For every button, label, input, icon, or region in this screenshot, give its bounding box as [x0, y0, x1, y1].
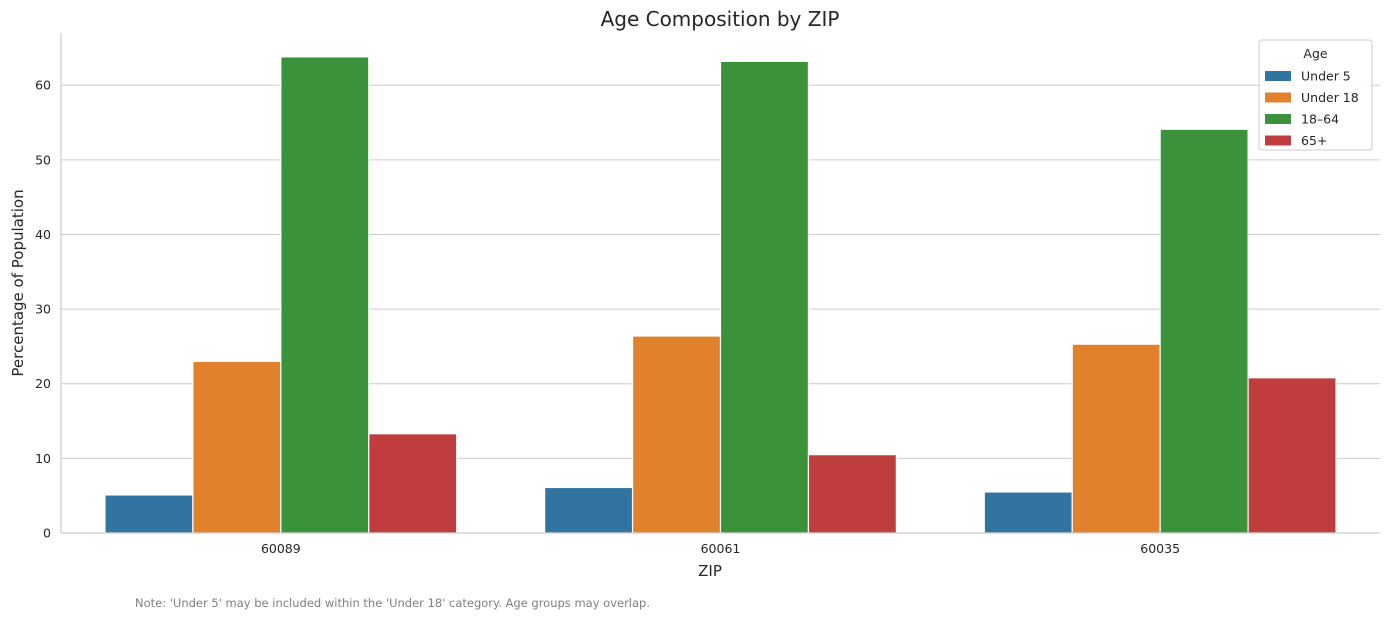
bar-under-5-60089	[104, 494, 194, 534]
bar-under-18-60089	[192, 360, 282, 534]
bar-65--60061	[807, 454, 897, 534]
bar-18-64-60061	[719, 60, 810, 534]
y-tick-label: 50	[35, 152, 51, 167]
legend: Age Under 5 Under 18 18–64 65+	[1258, 39, 1373, 151]
y-axis-title: Percentage of Population	[9, 189, 27, 376]
footnote: Note: 'Under 5' may be included within t…	[135, 596, 650, 610]
legend-label: 65+	[1301, 133, 1327, 148]
y-tick-label: 0	[43, 526, 51, 541]
y-tick-label: 60	[35, 78, 51, 93]
x-tick-label: 60089	[261, 541, 301, 556]
legend-label: Under 5	[1301, 69, 1351, 84]
bars	[104, 56, 1337, 534]
legend-title: Age	[1303, 46, 1327, 61]
y-tick-label: 20	[35, 376, 51, 391]
x-tick-label: 60061	[701, 541, 741, 556]
y-tick-label: 30	[35, 302, 51, 317]
y-tick-label: 40	[35, 227, 51, 242]
x-tick-label: 60035	[1140, 541, 1180, 556]
bar-under-18-60035	[1071, 343, 1161, 534]
bar-18-64-60089	[280, 56, 370, 534]
bar-under-5-60061	[544, 486, 634, 534]
legend-label: 18–64	[1301, 112, 1339, 127]
legend-swatch	[1265, 92, 1291, 103]
y-tick-label: 10	[35, 451, 51, 466]
bar-under-18-60061	[631, 335, 722, 534]
legend-swatch	[1265, 135, 1291, 146]
x-axis-title: ZIP	[698, 562, 722, 580]
legend-label: Under 18	[1301, 90, 1359, 105]
legend-swatch	[1265, 71, 1291, 81]
bar-65--60035	[1247, 377, 1337, 534]
bar-under-5-60035	[983, 491, 1073, 534]
bar-18-64-60035	[1159, 128, 1249, 534]
axes	[60, 33, 1380, 534]
legend-swatch	[1265, 114, 1291, 124]
bar-65--60089	[368, 433, 458, 534]
chart-title: Age Composition by ZIP	[601, 7, 840, 31]
x-tick-labels: 60089 60061 60035	[261, 541, 1180, 556]
y-tick-labels: 0 10 20 30 40 50 60	[35, 78, 51, 541]
